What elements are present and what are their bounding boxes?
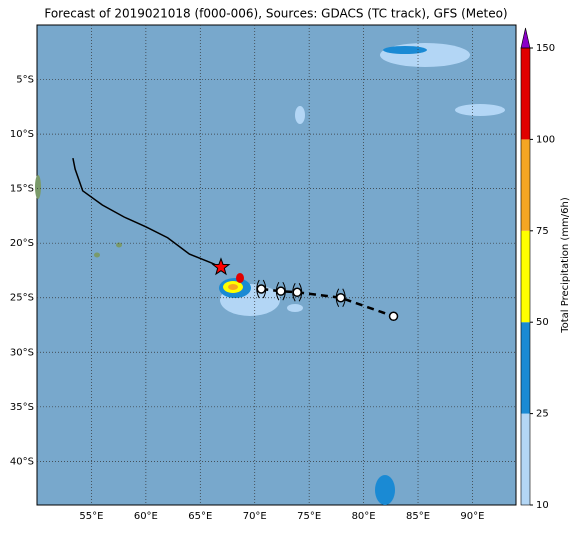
y-tick-label: 5°S [16,75,34,86]
y-tick-label: 15°S [10,184,34,195]
colorbar-segment [521,322,530,414]
current-position [211,257,231,276]
island [94,252,100,258]
x-tick-label: 70°E [243,511,267,522]
colorbar-tick-label: 150 [536,43,555,54]
x-tick-label: 60°E [134,511,158,522]
colorbar-segment [521,413,530,505]
y-tick-label: 20°S [10,238,34,249]
precipitation [219,43,505,505]
x-tick-label: 80°E [352,511,376,522]
x-tick-label: 55°E [79,511,103,522]
precip-area [228,284,238,290]
colorbar-tick-label: 75 [536,226,549,237]
colorbar-tick-label: 100 [536,134,555,145]
precip-area [375,475,395,505]
forecast-point [276,286,286,296]
y-tick-label: 25°S [10,293,34,304]
colorbar-segment [521,139,530,231]
colorbar-tick-label: 10 [536,500,549,511]
y-tick-label: 30°S [10,347,34,358]
colorbar-tick-label: 25 [536,409,549,420]
colorbar-segment [521,230,530,323]
past-track [72,157,222,268]
y-tick-label: 10°S [10,129,34,140]
precip-area [236,273,244,283]
forecast-point [292,287,302,298]
y-tick-label: 40°S [10,456,34,467]
forecast-point [335,292,346,303]
island [35,175,41,199]
chart-title: Forecast of 2019021018 (f000-006), Sourc… [44,7,507,21]
forecast-point [388,311,399,322]
x-tick-label: 85°E [406,511,430,522]
precip-area [383,46,427,54]
colorbar-label: Total Precipitation (mm/6h) [560,197,571,334]
colorbar-segment [521,48,530,140]
precip-area [295,106,305,124]
colorbar-extension [520,27,531,49]
land [35,175,122,258]
x-tick-label: 65°E [188,511,212,522]
map-area [36,24,517,506]
colorbar-frame [520,47,531,506]
precip-area [455,104,505,116]
precip-area [287,304,303,312]
y-tick-label: 35°S [10,402,34,413]
island [116,242,122,248]
colorbar-tick-label: 50 [536,317,549,328]
x-tick-label: 75°E [297,511,321,522]
forecast-point [256,284,267,294]
x-tick-label: 90°E [460,511,484,522]
